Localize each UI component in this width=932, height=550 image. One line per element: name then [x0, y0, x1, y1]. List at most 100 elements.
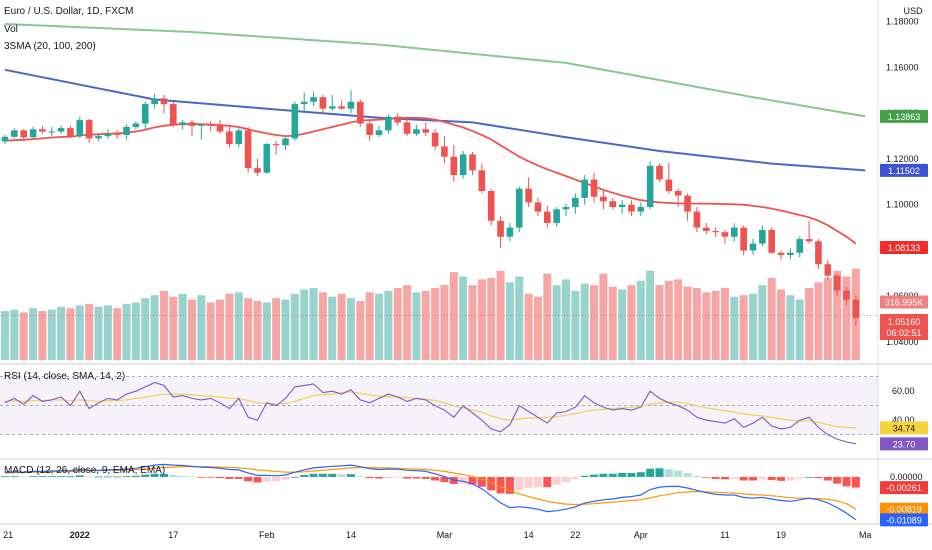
candle[interactable]: [768, 229, 775, 253]
candle[interactable]: [39, 129, 46, 132]
candle[interactable]: [665, 179, 673, 192]
candle[interactable]: [123, 126, 130, 135]
candle[interactable]: [525, 188, 532, 203]
candle[interactable]: [263, 144, 271, 173]
candle[interactable]: [805, 239, 813, 242]
candle[interactable]: [646, 165, 654, 208]
candle[interactable]: [328, 106, 336, 109]
candle[interactable]: [20, 130, 27, 138]
candle[interactable]: [572, 197, 579, 208]
candle[interactable]: [487, 191, 495, 221]
candle[interactable]: [712, 231, 719, 233]
candle[interactable]: [441, 146, 448, 157]
candle[interactable]: [618, 204, 626, 208]
candle[interactable]: [833, 275, 841, 291]
candle[interactable]: [85, 120, 93, 139]
candle[interactable]: [843, 290, 850, 300]
candle[interactable]: [403, 122, 411, 134]
candle[interactable]: [431, 132, 439, 147]
candle[interactable]: [693, 211, 701, 228]
candle[interactable]: [628, 204, 635, 212]
candle[interactable]: [674, 191, 682, 196]
candle[interactable]: [235, 130, 243, 145]
candle[interactable]: [1, 136, 9, 142]
candle[interactable]: [515, 188, 523, 228]
rsi-legend[interactable]: RSI (14, close, SMA, 14, 2): [4, 371, 126, 382]
candle[interactable]: [721, 232, 729, 237]
candle[interactable]: [544, 211, 551, 224]
macd-legend[interactable]: MACD (12, 26, close, 9, EMA, EMA): [4, 465, 166, 476]
candle[interactable]: [347, 101, 355, 109]
candle[interactable]: [637, 207, 645, 212]
candle[interactable]: [375, 130, 383, 135]
candle[interactable]: [282, 138, 289, 146]
candle[interactable]: [29, 129, 37, 138]
candle[interactable]: [291, 104, 299, 139]
currency-label[interactable]: USD: [903, 6, 923, 16]
candle[interactable]: [413, 129, 420, 134]
candle[interactable]: [310, 97, 317, 102]
candle[interactable]: [534, 202, 542, 212]
candle[interactable]: [506, 227, 514, 237]
candle[interactable]: [272, 144, 280, 146]
candle[interactable]: [478, 170, 486, 192]
candle[interactable]: [422, 129, 430, 133]
candle[interactable]: [702, 227, 710, 232]
candle[interactable]: [11, 130, 18, 137]
candle[interactable]: [170, 104, 177, 125]
candle[interactable]: [207, 124, 214, 126]
candle[interactable]: [777, 252, 785, 256]
candle[interactable]: [198, 124, 205, 126]
candle[interactable]: [244, 130, 252, 169]
candle[interactable]: [319, 97, 327, 109]
candle[interactable]: [366, 123, 373, 135]
candle[interactable]: [141, 104, 149, 124]
candle[interactable]: [104, 133, 112, 137]
candle[interactable]: [394, 116, 401, 123]
candle[interactable]: [216, 125, 224, 132]
sma-legend[interactable]: 3SMA (20, 100, 200): [4, 41, 96, 52]
candle[interactable]: [656, 165, 663, 180]
candle[interactable]: [815, 241, 822, 265]
candle[interactable]: [497, 220, 504, 237]
candle[interactable]: [254, 168, 261, 173]
candle[interactable]: [553, 209, 560, 224]
candle[interactable]: [787, 252, 794, 256]
candle[interactable]: [160, 98, 168, 105]
candle[interactable]: [852, 299, 860, 318]
candle[interactable]: [357, 101, 364, 124]
candle[interactable]: [300, 101, 308, 105]
macd-histogram-bar: [103, 476, 112, 478]
candle[interactable]: [581, 179, 588, 198]
candle[interactable]: [731, 227, 738, 237]
candle[interactable]: [151, 98, 158, 105]
candle[interactable]: [590, 179, 598, 197]
candle[interactable]: [57, 128, 65, 132]
candle[interactable]: [450, 156, 458, 175]
candle[interactable]: [562, 207, 570, 210]
macd-histogram-bar: [767, 476, 776, 481]
candle[interactable]: [188, 122, 196, 126]
candle[interactable]: [796, 239, 804, 253]
candle[interactable]: [76, 120, 84, 137]
candle[interactable]: [179, 122, 186, 125]
volume-legend[interactable]: Vol: [4, 24, 18, 35]
candle[interactable]: [132, 123, 140, 127]
candle[interactable]: [67, 128, 74, 137]
candle[interactable]: [459, 154, 467, 175]
candle[interactable]: [684, 195, 691, 212]
candle[interactable]: [95, 136, 102, 139]
candle[interactable]: [600, 196, 607, 202]
candle[interactable]: [226, 131, 233, 145]
candle[interactable]: [113, 133, 121, 135]
candle[interactable]: [338, 106, 345, 109]
candle[interactable]: [609, 201, 617, 208]
candle[interactable]: [469, 154, 476, 171]
candle[interactable]: [48, 131, 56, 133]
candle[interactable]: [759, 229, 766, 244]
candle[interactable]: [740, 227, 747, 251]
candle[interactable]: [385, 116, 392, 131]
candle[interactable]: [824, 264, 832, 276]
candle[interactable]: [749, 243, 757, 251]
